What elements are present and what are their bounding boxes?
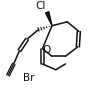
Text: O: O	[43, 45, 51, 55]
Polygon shape	[46, 12, 52, 26]
Text: Cl: Cl	[35, 1, 45, 11]
Text: Br: Br	[23, 73, 35, 83]
